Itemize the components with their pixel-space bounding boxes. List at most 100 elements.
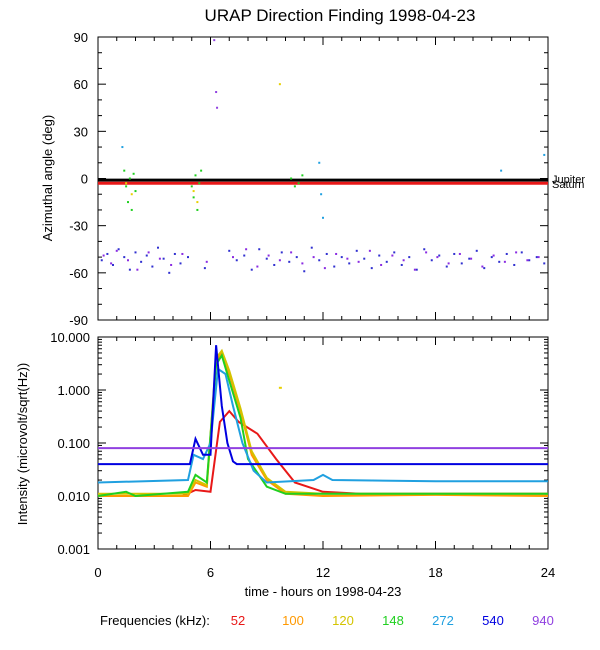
intensity-series-line bbox=[97, 367, 548, 484]
intensity-y-tick-label: 0.010 bbox=[57, 489, 90, 504]
intensity-y-tick-label: 10.000 bbox=[50, 330, 90, 345]
azimuth-point bbox=[106, 252, 109, 255]
azimuth-point bbox=[125, 182, 128, 185]
azimuth-plot-frame bbox=[97, 36, 549, 321]
intensity-y-tick-label: 1.000 bbox=[57, 383, 90, 398]
azimuth-point bbox=[132, 172, 135, 175]
azimuth-point bbox=[130, 193, 133, 196]
azimuth-point bbox=[500, 169, 503, 172]
azimuth-point bbox=[216, 106, 219, 109]
azimuth-y-tick-label: -60 bbox=[69, 266, 88, 281]
azimuth-point bbox=[258, 248, 261, 251]
azimuth-point bbox=[348, 262, 351, 265]
azimuth-point bbox=[346, 257, 349, 260]
intensity-y-tick-label: 0.100 bbox=[57, 436, 90, 451]
intensity-ticks: 10.000 1.000 0.100 0.010 0.001 0 6 12 18 24 bbox=[50, 330, 555, 580]
azimuth-point bbox=[322, 216, 324, 219]
intensity-x-tick-label: 0 bbox=[94, 565, 101, 580]
azimuth-point bbox=[543, 153, 546, 156]
azimuth-point bbox=[425, 251, 428, 254]
azimuth-point bbox=[447, 262, 450, 265]
reference-lines bbox=[98, 178, 548, 185]
azimuth-point bbox=[490, 256, 493, 259]
azimuth-point bbox=[273, 263, 276, 266]
azimuth-point bbox=[515, 251, 518, 254]
azimuth-point bbox=[250, 268, 253, 271]
azimuth-point bbox=[498, 260, 501, 263]
azimuth-point bbox=[325, 252, 328, 255]
azimuth-point bbox=[378, 254, 381, 257]
azimuth-point bbox=[280, 251, 283, 254]
azimuth-point bbox=[151, 265, 154, 268]
azimuth-point bbox=[158, 257, 161, 260]
legend-entry-label: 940 bbox=[532, 613, 554, 628]
azimuth-point bbox=[503, 260, 506, 263]
intensity-y-axis-label: Intensity (microvolt/sqrt(Hz)) bbox=[15, 363, 30, 526]
azimuth-point bbox=[318, 161, 321, 164]
azimuth-point bbox=[102, 254, 105, 257]
azimuth-y-tick-label: 0 bbox=[81, 172, 88, 187]
azimuth-point bbox=[475, 249, 478, 252]
azimuth-point bbox=[125, 185, 128, 188]
azimuth-point bbox=[333, 265, 336, 268]
azimuth-point bbox=[278, 259, 281, 262]
azimuth-point bbox=[136, 268, 139, 271]
azimuth-point bbox=[100, 259, 103, 262]
azimuth-point bbox=[128, 268, 131, 271]
azimuth-point bbox=[423, 248, 426, 251]
legend-entry-label: 540 bbox=[482, 613, 504, 628]
intensity-y-tick-label: 0.001 bbox=[57, 542, 90, 557]
azimuth-point bbox=[368, 249, 371, 252]
legend-entries: 52 100 120 148 272 540 940 bbox=[231, 613, 554, 628]
azimuth-point bbox=[145, 254, 148, 257]
azimuth-point bbox=[290, 251, 293, 254]
jupiter-label: Jupiter bbox=[552, 174, 585, 186]
azimuth-point bbox=[318, 259, 321, 262]
azimuth-y-axis-label: Azimuthal angle (deg) bbox=[40, 115, 55, 241]
azimuth-point bbox=[192, 196, 195, 199]
azimuth-point bbox=[267, 254, 270, 257]
azimuth-point bbox=[198, 182, 201, 185]
azimuth-point bbox=[303, 270, 306, 273]
azimuth-point bbox=[528, 259, 531, 262]
azimuth-y-tick-label: 30 bbox=[74, 124, 88, 139]
azimuth-point bbox=[468, 257, 471, 260]
azimuth-point bbox=[168, 271, 171, 274]
intensity-plot-frame bbox=[97, 336, 549, 550]
azimuth-y-tick-label: 90 bbox=[74, 30, 88, 45]
azimuth-y-tick-label: -30 bbox=[69, 219, 88, 234]
legend-entry-label: 272 bbox=[432, 613, 454, 628]
azimuth-point bbox=[481, 265, 484, 268]
azimuth-point bbox=[320, 193, 323, 196]
azimuth-y-tick-label: -90 bbox=[69, 313, 88, 328]
azimuth-point bbox=[400, 263, 403, 266]
azimuth-point bbox=[134, 251, 137, 254]
azimuth-point bbox=[535, 256, 538, 259]
azimuth-point bbox=[295, 256, 298, 259]
azimuth-point bbox=[115, 249, 118, 252]
azimuth-points bbox=[100, 39, 546, 274]
legend-entry-label: 52 bbox=[231, 613, 245, 628]
azimuth-point bbox=[513, 263, 516, 266]
azimuth-point bbox=[385, 260, 388, 263]
intensity-outliers bbox=[278, 386, 282, 389]
azimuth-point bbox=[537, 256, 540, 259]
intensity-series-line bbox=[98, 348, 548, 495]
azimuth-point bbox=[110, 262, 113, 265]
azimuth-point bbox=[492, 254, 495, 257]
intensity-panel: 10.000 1.000 0.100 0.010 0.001 0 6 12 18 24 Inten… bbox=[15, 330, 555, 599]
azimuth-point bbox=[436, 256, 439, 259]
azimuth-point bbox=[123, 256, 126, 259]
legend-entry-label: 100 bbox=[282, 613, 304, 628]
intensity-series-line bbox=[97, 352, 548, 498]
azimuth-point bbox=[505, 252, 508, 255]
azimuth-point bbox=[190, 185, 193, 188]
azimuth-point bbox=[438, 254, 441, 257]
azimuth-point bbox=[363, 257, 366, 260]
azimuth-point bbox=[453, 252, 456, 255]
azimuth-point bbox=[147, 251, 150, 254]
intensity-series-line bbox=[98, 345, 548, 466]
azimuth-point bbox=[228, 249, 231, 252]
azimuth-point bbox=[310, 246, 313, 249]
azimuth-point bbox=[357, 260, 360, 263]
